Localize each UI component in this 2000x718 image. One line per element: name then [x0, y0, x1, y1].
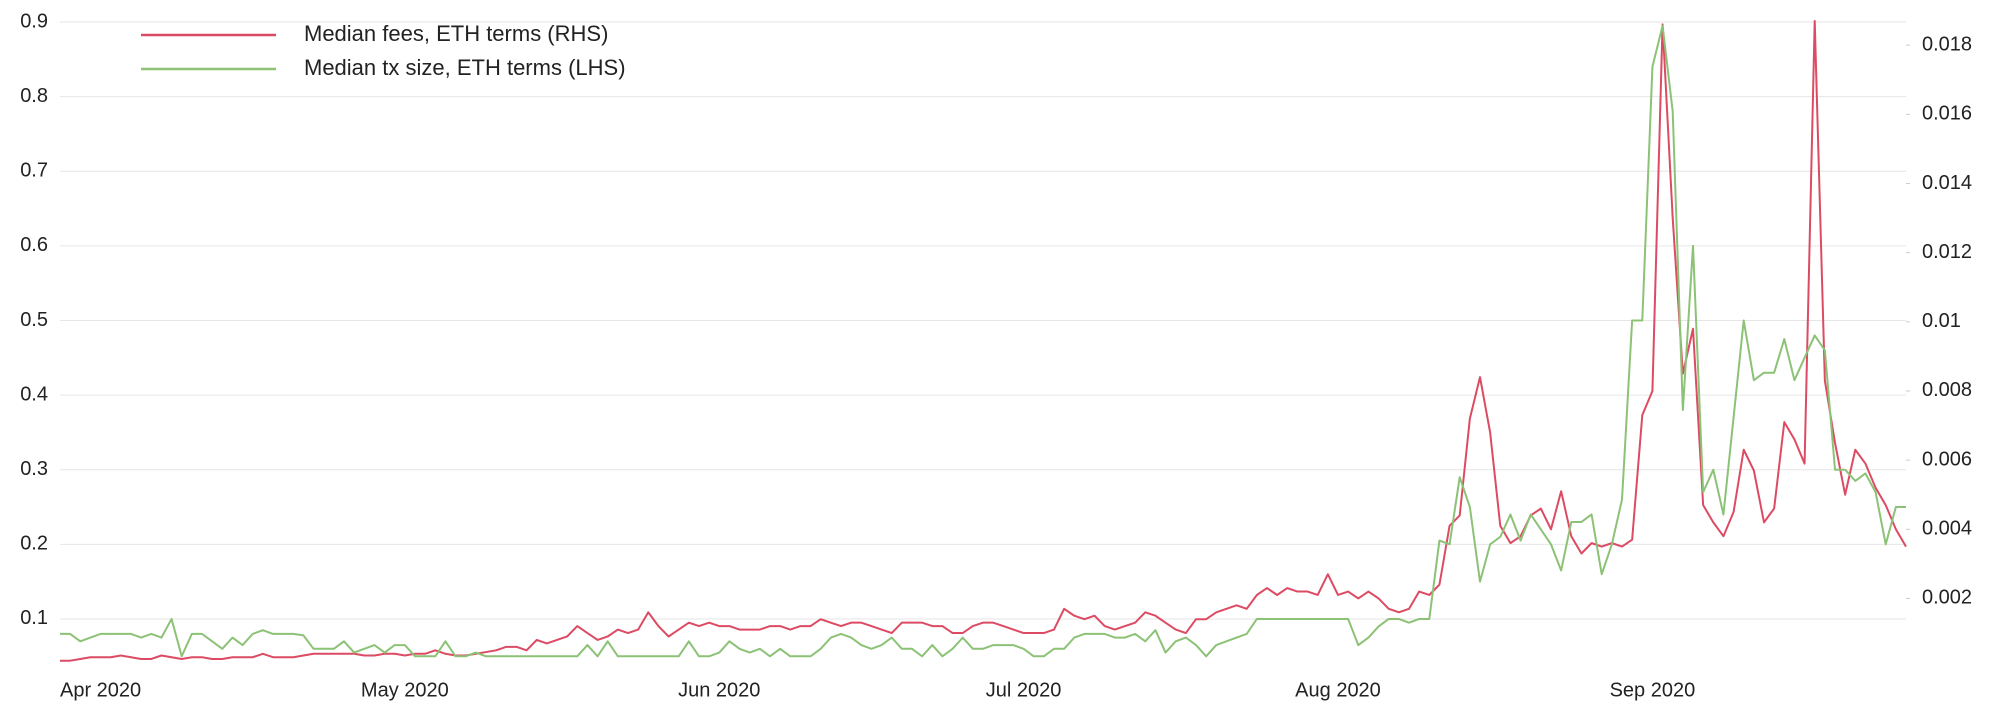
y2-tick-label: 0.004 — [1922, 518, 1972, 540]
y2-tick-label: 0.01 — [1922, 310, 1961, 332]
y2-tick-label: 0.006 — [1922, 448, 1972, 470]
y2-tick-label: 0.016 — [1922, 103, 1972, 125]
series-line — [60, 19, 1907, 662]
y-tick-label: 0.9 — [20, 10, 48, 32]
y-tick-label: 0.7 — [20, 160, 48, 182]
y-tick-label: 0.1 — [20, 607, 48, 629]
y2-tick-label: 0.014 — [1922, 172, 1972, 194]
y-tick-label: 0.8 — [20, 85, 48, 107]
legend-label: Median tx size, ETH terms (LHS) — [304, 55, 626, 80]
y-tick-label: 0.2 — [20, 533, 48, 555]
y-tick-label: 0.4 — [20, 383, 48, 405]
x-tick-label: Sep 2020 — [1610, 679, 1696, 701]
legend-label: Median fees, ETH terms (RHS) — [304, 21, 608, 46]
x-tick-label: Apr 2020 — [60, 679, 141, 701]
series-line — [60, 24, 1906, 658]
x-tick-label: Jul 2020 — [986, 679, 1062, 701]
y2-tick-label: 0.008 — [1922, 379, 1972, 401]
x-tick-label: Jun 2020 — [678, 679, 760, 701]
y2-tick-label: 0.018 — [1922, 33, 1972, 55]
y2-tick-label: 0.012 — [1922, 241, 1972, 263]
y-tick-label: 0.3 — [20, 458, 48, 480]
x-tick-label: Aug 2020 — [1295, 679, 1381, 701]
y-tick-label: 0.5 — [20, 309, 48, 331]
y2-tick-label: 0.002 — [1922, 587, 1972, 609]
x-tick-label: May 2020 — [361, 679, 449, 701]
y-tick-label: 0.6 — [20, 234, 48, 256]
